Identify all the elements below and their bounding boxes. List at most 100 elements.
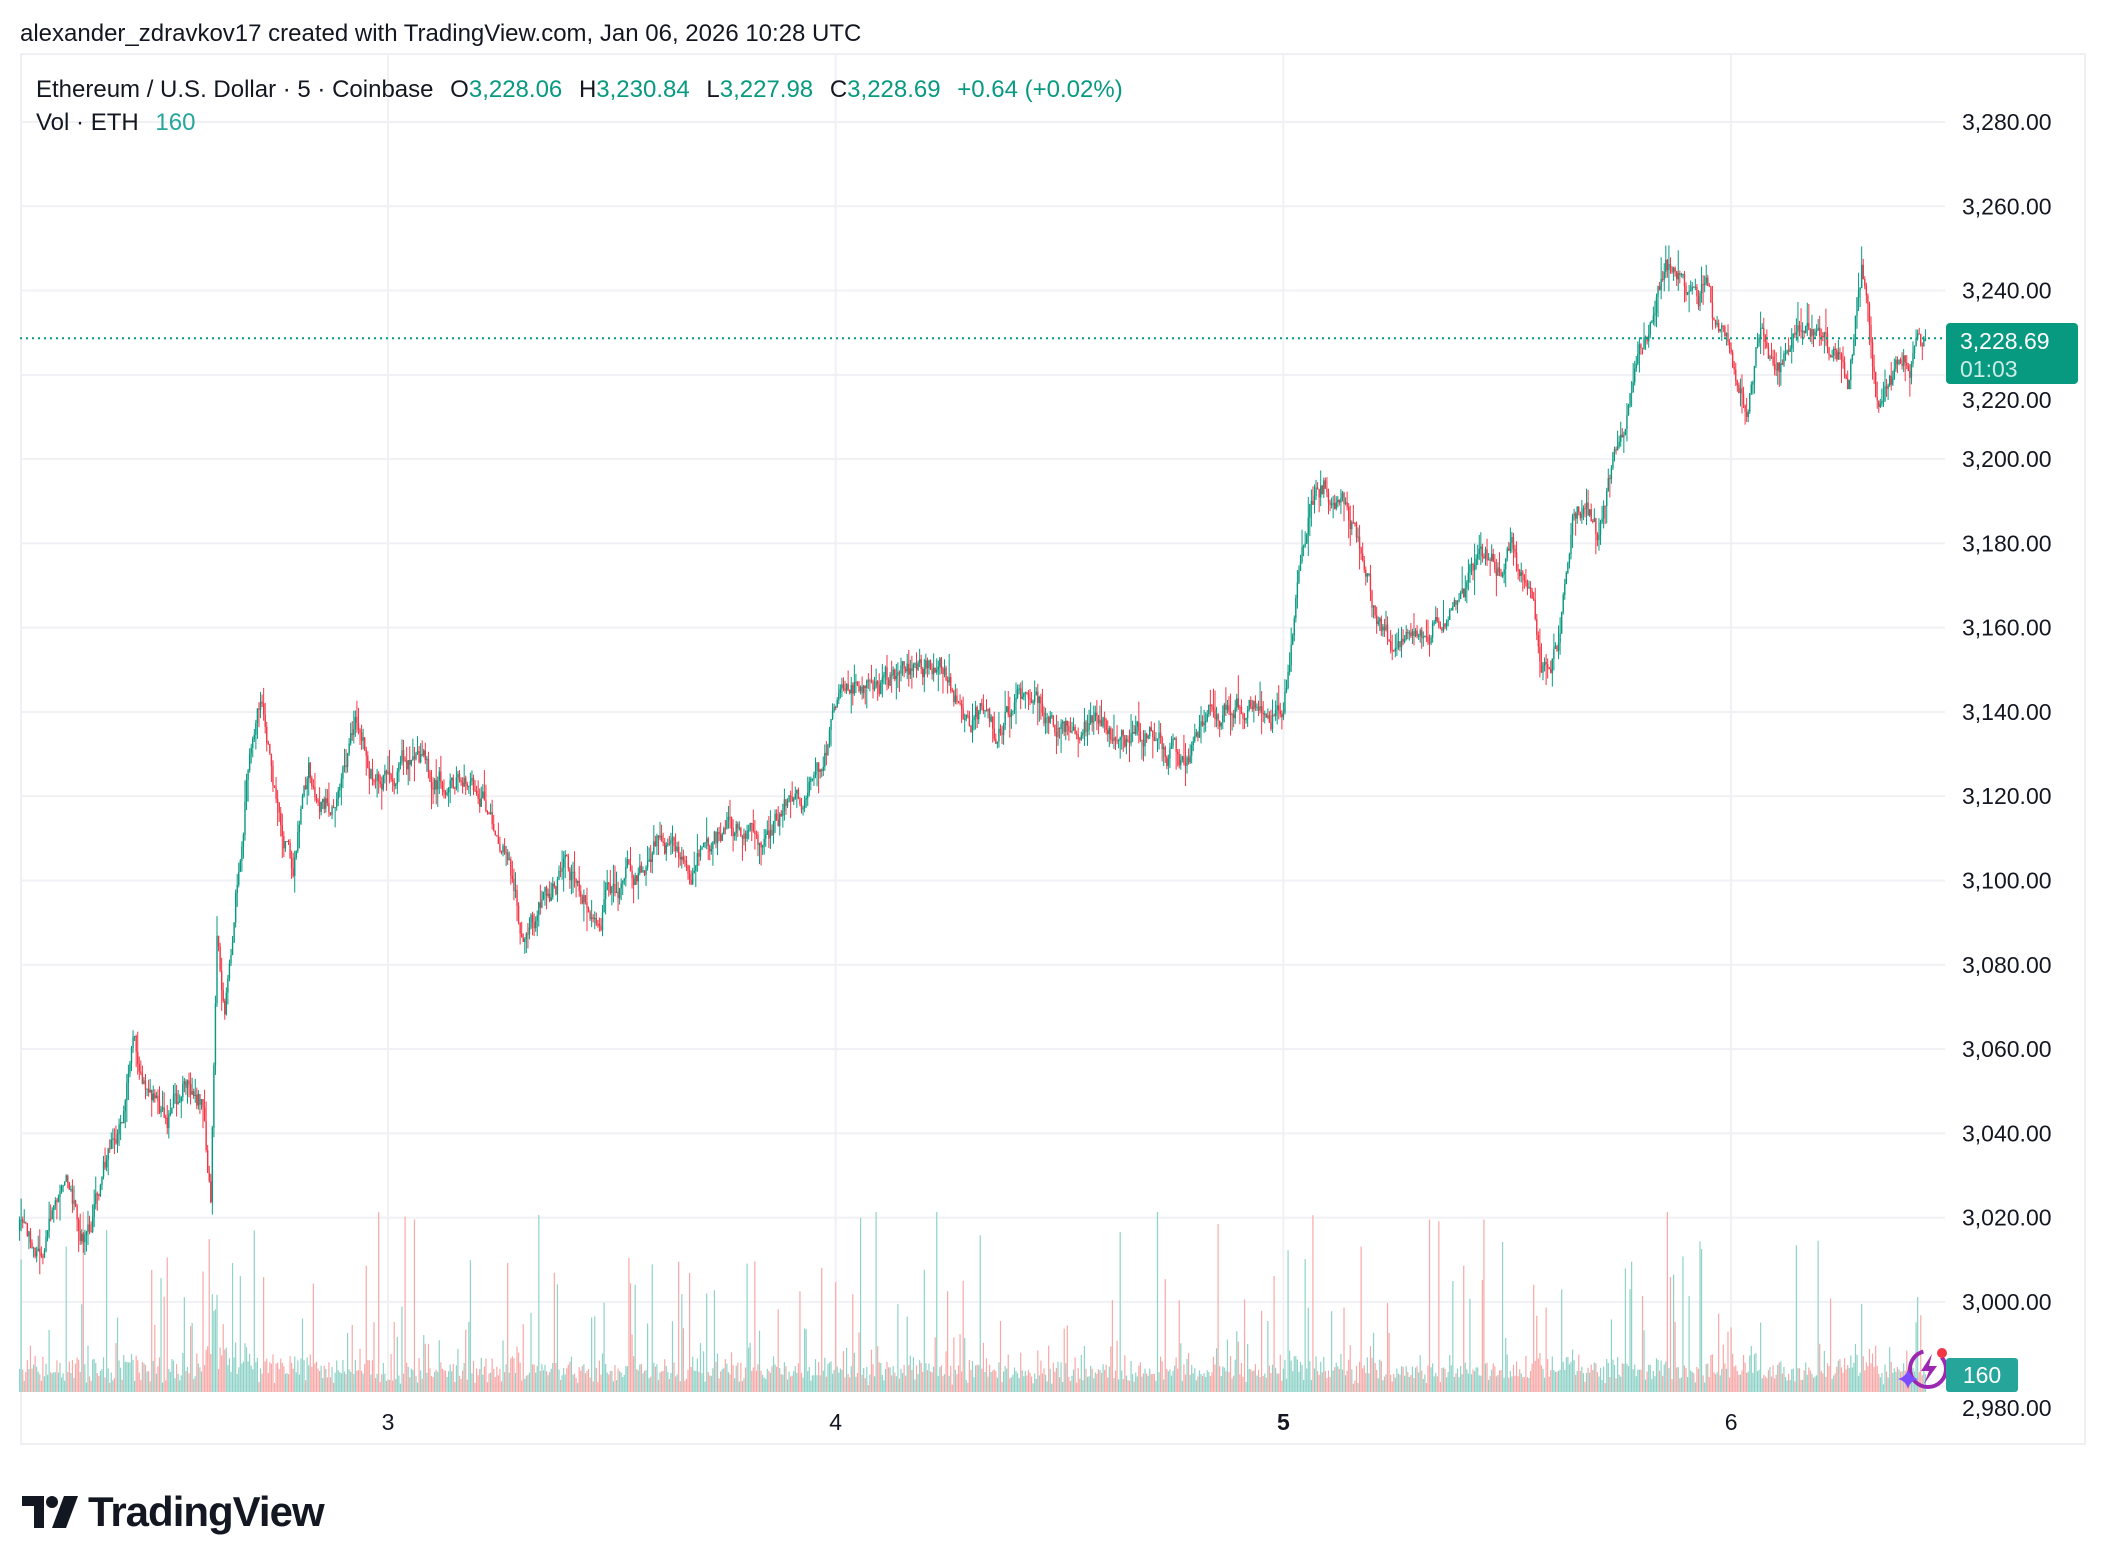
volume-bar	[70, 1373, 72, 1392]
candle	[1267, 715, 1269, 718]
candle	[160, 1109, 162, 1113]
volume-bar	[1446, 1377, 1448, 1392]
volume-bar	[494, 1377, 496, 1392]
candle	[1711, 302, 1714, 318]
candle	[1616, 445, 1619, 451]
volume-bar	[1481, 1279, 1483, 1392]
volume-bar	[1135, 1372, 1137, 1392]
candle	[1080, 735, 1083, 740]
volume-bar	[463, 1363, 465, 1392]
volume-bar	[1596, 1372, 1599, 1392]
volume-bar	[1808, 1367, 1810, 1392]
volume-bar	[191, 1322, 193, 1392]
candle	[91, 1216, 94, 1232]
candle	[550, 897, 552, 901]
volume-bar	[1641, 1295, 1644, 1392]
tradingview-logo[interactable]: TradingView	[22, 1488, 325, 1536]
candle	[46, 1231, 49, 1237]
volume-bar	[1316, 1371, 1319, 1392]
candle	[1517, 569, 1519, 571]
candle	[1240, 707, 1243, 714]
volume-bar	[1694, 1382, 1696, 1392]
candle	[691, 873, 694, 885]
candle	[1778, 362, 1780, 373]
candle	[794, 793, 796, 799]
volume-bar	[319, 1371, 321, 1392]
volume-bar	[225, 1347, 227, 1392]
candle	[430, 782, 433, 789]
volume-bar	[1324, 1371, 1326, 1392]
candle	[1265, 713, 1268, 718]
candle	[926, 660, 929, 669]
volume-bar	[831, 1373, 834, 1392]
volume-bar	[311, 1366, 313, 1392]
candle	[1276, 705, 1278, 710]
volume-bar	[1668, 1368, 1670, 1392]
volume-label[interactable]: Vol · ETH	[36, 109, 139, 136]
volume-bar	[1632, 1369, 1634, 1392]
candle	[208, 1172, 210, 1182]
candle	[216, 935, 218, 1004]
candle	[283, 836, 285, 849]
volume-bar	[751, 1370, 753, 1392]
volume-bar	[1696, 1366, 1698, 1392]
volume-bar	[1749, 1355, 1751, 1392]
candle	[1528, 587, 1530, 589]
candle	[1184, 763, 1187, 766]
volume-bar	[1236, 1331, 1238, 1392]
candle	[1870, 325, 1872, 343]
volume-bar	[219, 1347, 221, 1392]
candle	[603, 899, 605, 913]
candle	[755, 833, 758, 835]
candle	[1307, 517, 1309, 535]
volume-bar	[143, 1363, 145, 1392]
candle	[1473, 565, 1476, 571]
candle	[1268, 715, 1271, 723]
candle	[479, 798, 481, 807]
volume-bar	[460, 1378, 462, 1392]
candle	[1365, 569, 1367, 577]
volume-bar	[177, 1373, 179, 1392]
candle	[1100, 719, 1103, 727]
volume-bar	[402, 1373, 405, 1392]
volume-bar	[148, 1371, 150, 1392]
volume-bar	[824, 1357, 826, 1392]
volume-bar	[1587, 1367, 1589, 1392]
volume-bar	[1444, 1368, 1446, 1392]
candle	[1564, 584, 1566, 595]
candle	[77, 1219, 80, 1231]
volume-bar	[1282, 1368, 1284, 1392]
candle	[1694, 286, 1697, 288]
candle	[789, 795, 792, 797]
candle	[1781, 363, 1784, 365]
candle	[987, 708, 989, 712]
candle	[998, 728, 1000, 742]
candle	[144, 1080, 147, 1090]
volume-bar	[1296, 1359, 1298, 1392]
candle	[1121, 730, 1123, 738]
volume-bar	[1016, 1373, 1019, 1392]
volume-bar	[564, 1374, 566, 1392]
volume-bar	[1469, 1298, 1471, 1392]
candle	[1744, 404, 1746, 412]
volume-bar	[1074, 1357, 1076, 1392]
candle	[578, 880, 580, 892]
candle	[978, 711, 980, 720]
volume-bar	[693, 1370, 695, 1392]
volume-bar	[965, 1379, 967, 1392]
volume-bar	[519, 1362, 521, 1392]
candle	[709, 846, 711, 852]
symbol-name[interactable]: Ethereum / U.S. Dollar · 5 · Coinbase	[36, 76, 434, 103]
candle	[653, 841, 655, 854]
volume-bar	[230, 1371, 232, 1392]
candle	[733, 833, 736, 837]
candle	[1089, 715, 1092, 724]
volume-bar	[783, 1362, 786, 1392]
candle	[1270, 722, 1272, 730]
volume-bar	[1862, 1356, 1864, 1392]
candle	[1043, 712, 1045, 724]
volume-bar	[583, 1364, 585, 1392]
volume-bar	[738, 1381, 740, 1392]
volume-bar	[875, 1212, 877, 1392]
